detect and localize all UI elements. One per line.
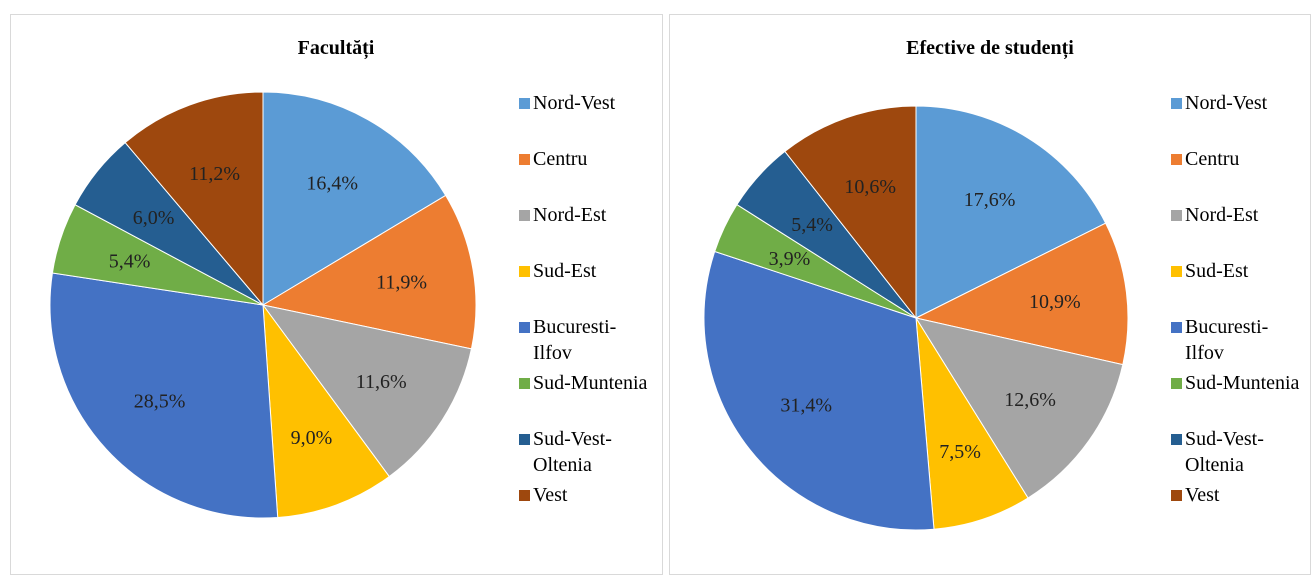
legend-entry: Sud-Est	[1171, 258, 1300, 314]
legend-label: Centru	[1185, 148, 1240, 170]
data-label: 11,6%	[356, 371, 407, 393]
data-label: 11,2%	[189, 163, 240, 185]
legend: Nord-Vest Centru Nord-Est Sud-Est Bucuresti-…	[519, 90, 648, 538]
legend-label: Nord-Vest	[1185, 92, 1268, 114]
legend-swatch	[1171, 322, 1182, 333]
legend-swatch	[1171, 154, 1182, 165]
pie-slice	[914, 222, 1129, 366]
data-label: 17,6%	[964, 189, 1016, 211]
legend-entry: Bucuresti-Ilfov	[1171, 314, 1300, 370]
legend-swatch	[519, 154, 530, 165]
legend-label: Sud-Muntenia	[533, 372, 648, 394]
legend-entry: Sud-Vest-Oltenia	[519, 426, 648, 482]
pie-slice	[124, 91, 264, 307]
legend-swatch	[1171, 98, 1182, 109]
pie-slice	[262, 303, 390, 519]
legend-swatch	[519, 210, 530, 221]
data-label: 12,6%	[1004, 389, 1056, 411]
pie-slice	[262, 91, 447, 306]
legend-swatch	[519, 322, 530, 333]
pie-slice	[784, 105, 917, 320]
legend-label: Sud-Vest-Oltenia	[1185, 428, 1264, 476]
legend-label: Vest	[533, 484, 568, 506]
data-label: 3,9%	[769, 248, 811, 270]
pie-slice	[49, 272, 279, 519]
legend-entry: Nord-Est	[1171, 202, 1300, 258]
data-label: 31,4%	[780, 395, 832, 417]
legend-entry: Centru	[519, 146, 648, 202]
legend-entry: Sud-Vest-Oltenia	[1171, 426, 1300, 482]
legend: Nord-Vest Centru Nord-Est Sud-Est Bucuresti-…	[1171, 90, 1300, 538]
legend-swatch	[519, 378, 530, 389]
data-label: 9,0%	[291, 427, 333, 449]
legend-label: Nord-Est	[533, 204, 607, 226]
data-label: 16,4%	[306, 173, 358, 195]
legend-entry: Sud-Est	[519, 258, 648, 314]
legend-swatch	[1171, 378, 1182, 389]
legend-label: Bucuresti-Ilfov	[533, 316, 617, 364]
legend-label: Sud-Vest-Oltenia	[533, 428, 612, 476]
legend-swatch	[1171, 434, 1182, 445]
data-label: 5,4%	[109, 251, 151, 273]
legend-label: Sud-Est	[533, 260, 597, 282]
legend-swatch	[519, 266, 530, 277]
legend-swatch	[1171, 266, 1182, 277]
legend-entry: Bucuresti-Ilfov	[519, 314, 648, 370]
legend-entry: Vest	[1171, 482, 1300, 538]
chart-title: Facultăți	[298, 37, 375, 60]
data-label: 10,9%	[1029, 291, 1081, 313]
legend-entry: Nord-Est	[519, 202, 648, 258]
data-label: 28,5%	[134, 390, 186, 412]
pie-slice	[703, 250, 935, 531]
legend-swatch	[519, 98, 530, 109]
legend-label: Centru	[533, 148, 588, 170]
legend-entry: Centru	[1171, 146, 1300, 202]
legend-entry: Sud-Muntenia	[1171, 370, 1300, 426]
data-label: 11,9%	[376, 272, 427, 294]
pie-slice	[915, 317, 1029, 530]
pie-slice	[915, 105, 1107, 319]
pie-slice	[914, 317, 1124, 499]
legend-entry: Nord-Vest	[519, 90, 648, 146]
legend-label: Nord-Vest	[533, 92, 616, 114]
pie-slice	[261, 304, 473, 478]
legend-entry: Vest	[519, 482, 648, 538]
data-label: 5,4%	[791, 214, 833, 236]
pie-slice	[261, 194, 477, 350]
chart-title: Efective de studenți	[906, 37, 1074, 60]
data-label: 7,5%	[939, 441, 981, 463]
legend-entry: Nord-Vest	[1171, 90, 1300, 146]
legend-entry: Sud-Muntenia	[519, 370, 648, 426]
legend-label: Vest	[1185, 484, 1220, 506]
legend-swatch	[519, 490, 530, 501]
legend-swatch	[1171, 490, 1182, 501]
legend-label: Sud-Muntenia	[1185, 372, 1300, 394]
legend-label: Sud-Est	[1185, 260, 1249, 282]
legend-label: Nord-Est	[1185, 204, 1259, 226]
data-label: 10,6%	[844, 176, 896, 198]
legend-swatch	[519, 434, 530, 445]
legend-label: Bucuresti-Ilfov	[1185, 316, 1269, 364]
data-label: 6,0%	[133, 207, 175, 229]
legend-swatch	[1171, 210, 1182, 221]
